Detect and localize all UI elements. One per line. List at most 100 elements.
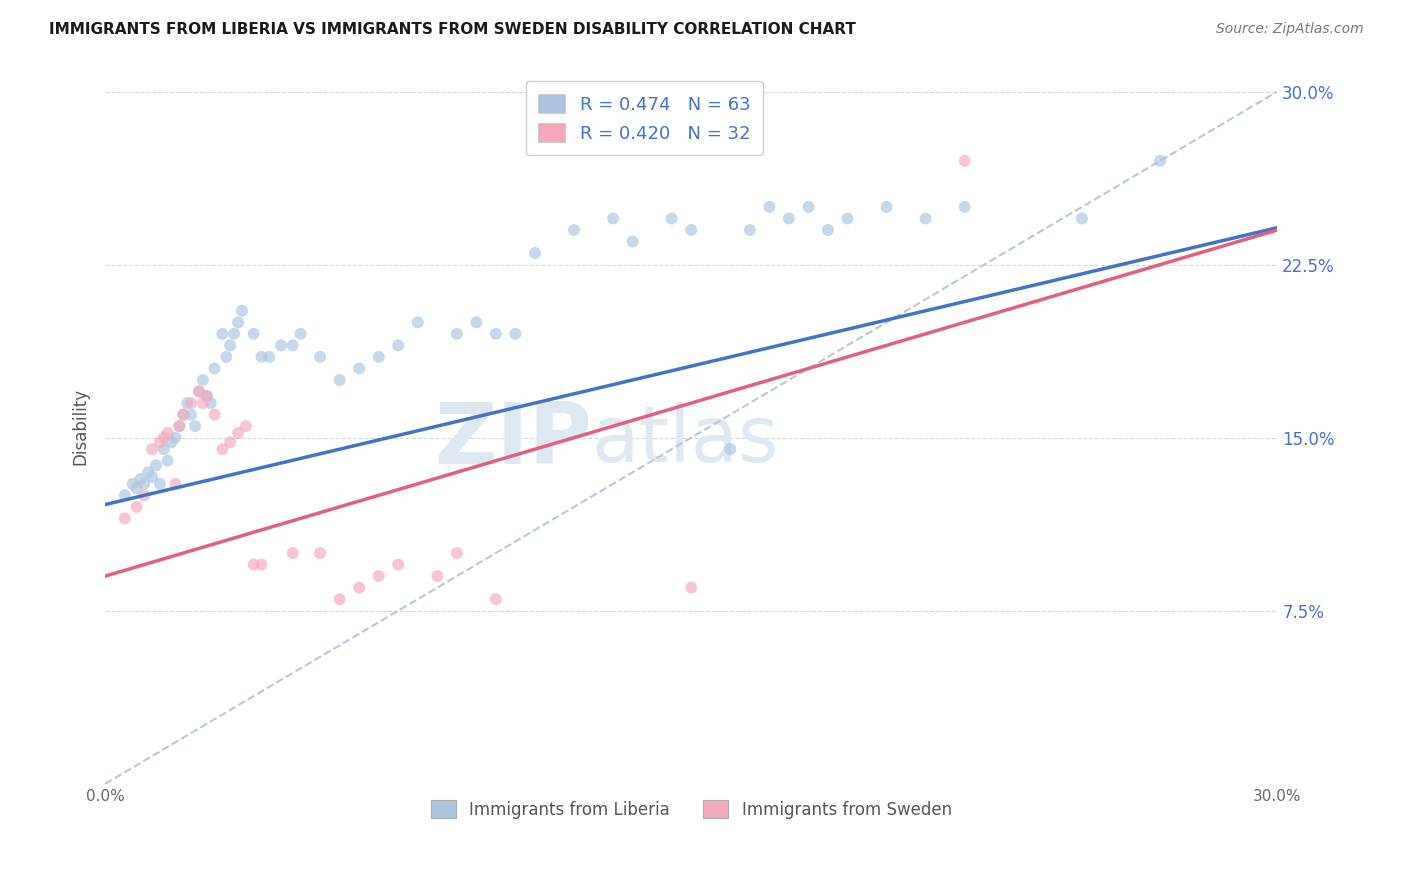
Point [226,315,249,329]
Point [149,435,172,450]
Point [204,361,226,376]
Point [172,408,194,422]
Point [153,431,176,445]
Point [141,442,163,457]
Point [259,350,281,364]
Point [188,384,211,399]
Point [114,511,136,525]
Point [347,361,370,376]
Point [121,476,143,491]
Point [738,223,761,237]
Y-axis label: Disability: Disability [72,387,89,465]
Point [562,223,585,237]
Point [195,389,218,403]
Point [465,315,488,329]
Point [387,558,409,572]
Point [1149,153,1171,168]
Point [129,472,152,486]
Point [149,476,172,491]
Point [367,350,389,364]
Point [204,408,226,422]
Point [1071,211,1094,226]
Point [778,211,800,226]
Point [224,326,246,341]
Point [211,326,233,341]
Point [219,435,242,450]
Point [485,326,508,341]
Point [188,384,211,399]
Point [165,476,187,491]
Point [681,223,703,237]
Point [172,408,194,422]
Point [446,326,468,341]
Point [817,223,839,237]
Point [195,389,218,403]
Point [681,581,703,595]
Point [309,350,332,364]
Point [191,396,214,410]
Point [153,442,176,457]
Point [141,470,163,484]
Point [156,425,179,440]
Point [367,569,389,583]
Point [235,419,257,434]
Text: atlas: atlas [592,402,779,478]
Point [215,350,238,364]
Point [250,558,273,572]
Point [184,419,207,434]
Point [602,211,624,226]
Point [523,246,546,260]
Point [387,338,409,352]
Point [242,326,264,341]
Legend: Immigrants from Liberia, Immigrants from Sweden: Immigrants from Liberia, Immigrants from… [425,794,959,825]
Point [125,500,148,514]
Text: Source: ZipAtlas.com: Source: ZipAtlas.com [1216,22,1364,37]
Point [134,488,156,502]
Point [426,569,449,583]
Point [347,581,370,595]
Point [169,419,191,434]
Point [270,338,292,352]
Point [953,200,976,214]
Point [309,546,332,560]
Point [160,435,183,450]
Point [165,431,187,445]
Point [505,326,527,341]
Point [156,454,179,468]
Text: IMMIGRANTS FROM LIBERIA VS IMMIGRANTS FROM SWEDEN DISABILITY CORRELATION CHART: IMMIGRANTS FROM LIBERIA VS IMMIGRANTS FR… [49,22,856,37]
Point [718,442,741,457]
Point [211,442,233,457]
Text: ZIP: ZIP [434,399,592,482]
Point [281,338,304,352]
Point [169,419,191,434]
Point [136,465,159,479]
Point [200,396,222,410]
Point [145,458,167,473]
Point [250,350,273,364]
Point [661,211,683,226]
Point [876,200,898,214]
Point [180,396,202,410]
Point [242,558,264,572]
Point [125,482,148,496]
Point [485,592,508,607]
Point [219,338,242,352]
Point [191,373,214,387]
Point [406,315,429,329]
Point [914,211,936,226]
Point [446,546,468,560]
Point [621,235,644,249]
Point [114,488,136,502]
Point [797,200,820,214]
Point [134,476,156,491]
Point [281,546,304,560]
Point [226,425,249,440]
Point [758,200,780,214]
Point [176,396,198,410]
Point [290,326,312,341]
Point [953,153,976,168]
Point [329,592,352,607]
Point [837,211,859,226]
Point [180,408,202,422]
Point [329,373,352,387]
